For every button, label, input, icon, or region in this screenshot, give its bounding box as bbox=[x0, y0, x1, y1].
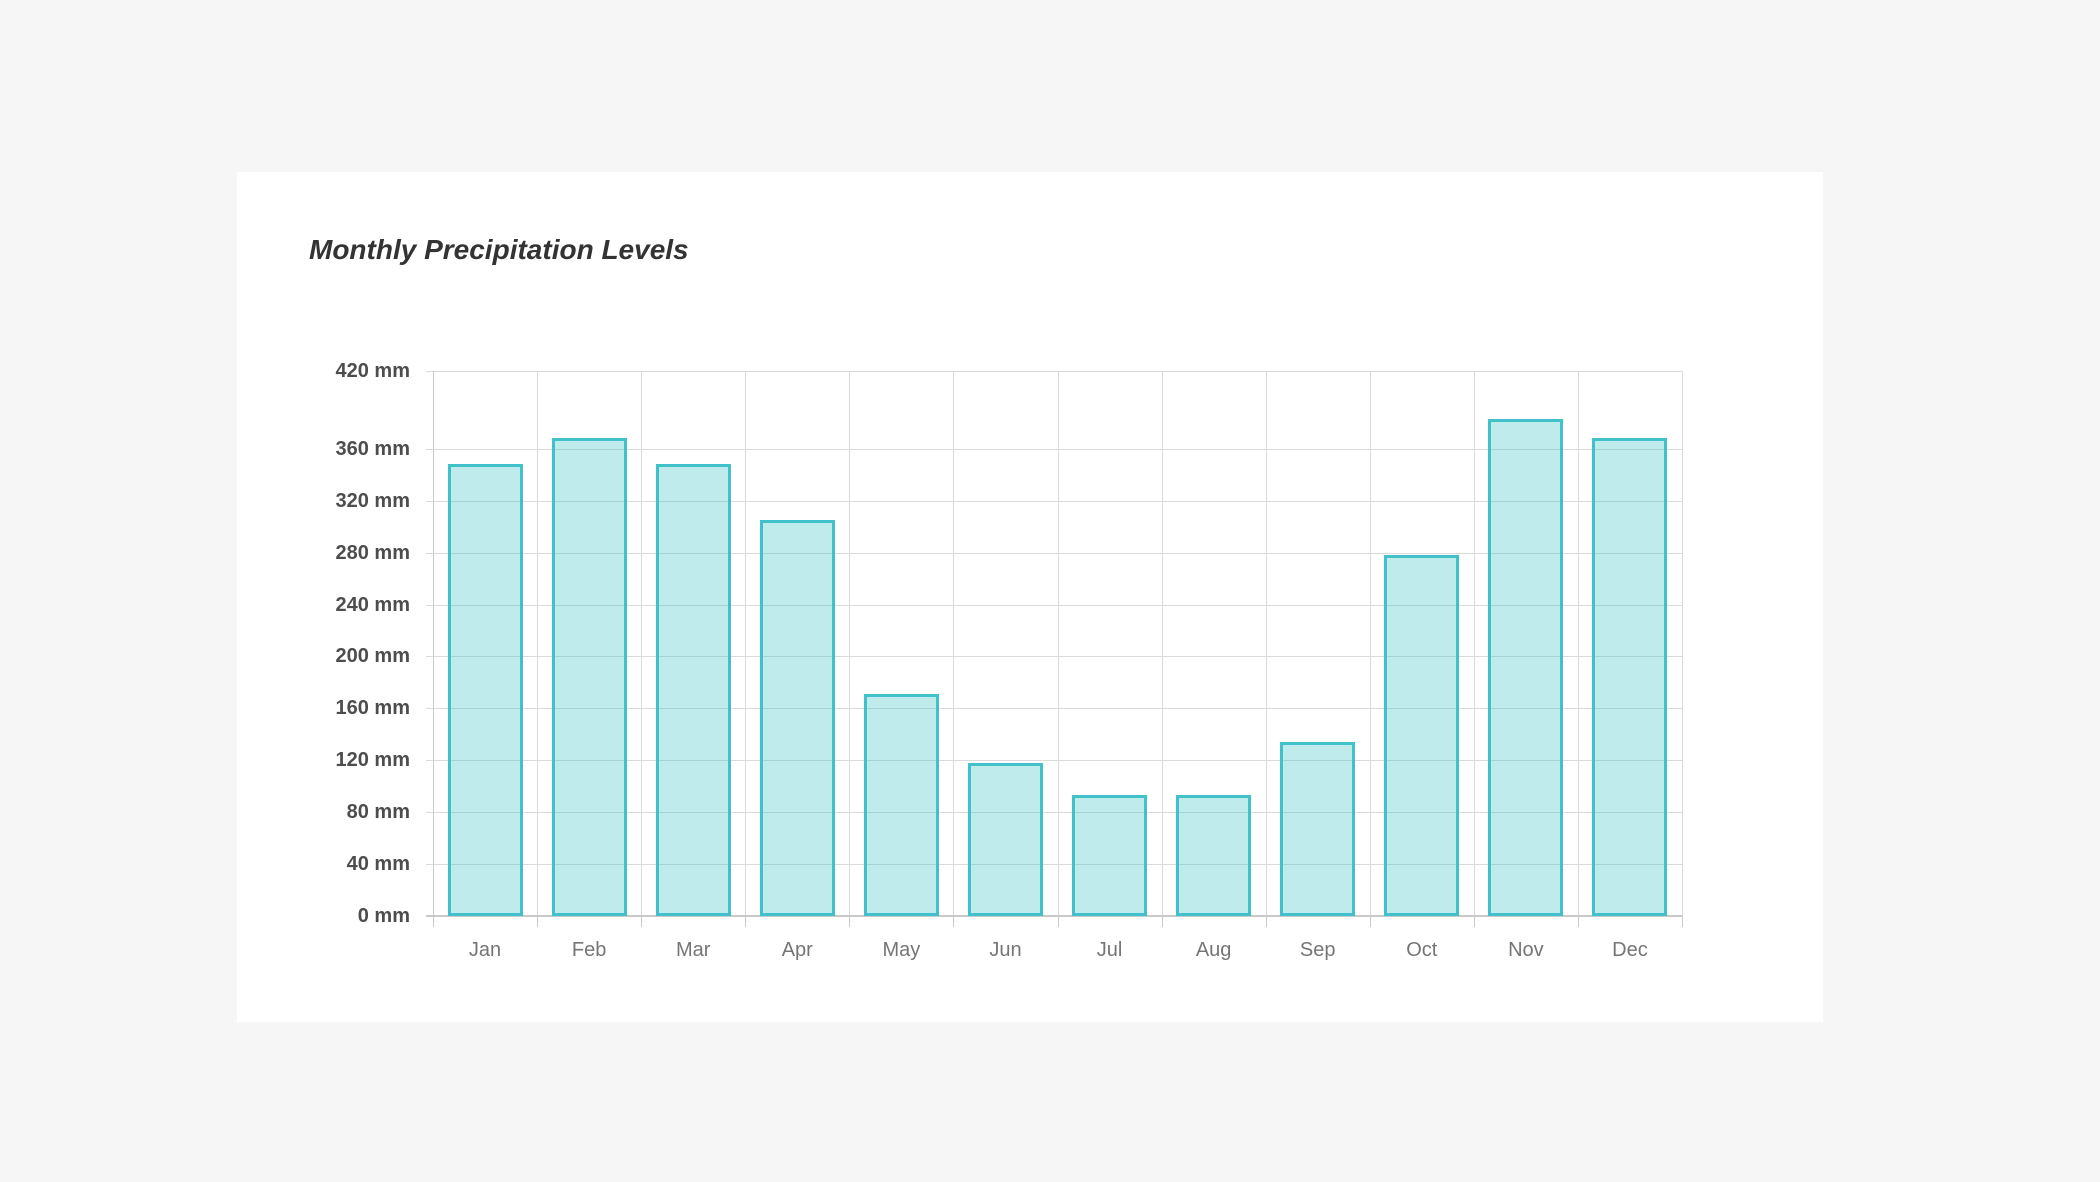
x-tick-label-oct: Oct bbox=[1406, 939, 1438, 961]
y-gridline bbox=[426, 500, 1682, 502]
x-gridline bbox=[1369, 371, 1371, 916]
x-tick-label-jan: Jan bbox=[468, 939, 502, 961]
y-gridline bbox=[426, 656, 1682, 658]
y-tick-label: 200 mm bbox=[335, 645, 411, 668]
bar-nov[interactable] bbox=[1488, 419, 1564, 916]
y-tick-label: 120 mm bbox=[335, 749, 411, 772]
x-gridline bbox=[1057, 371, 1059, 916]
x-axis-tick bbox=[1057, 916, 1059, 927]
y-gridline bbox=[426, 371, 1682, 372]
y-gridline bbox=[426, 448, 1682, 450]
x-axis-line bbox=[426, 915, 1682, 917]
x-tick-label-jul: Jul bbox=[1096, 939, 1123, 961]
x-axis-tick bbox=[1473, 916, 1475, 927]
x-gridline bbox=[1473, 371, 1475, 916]
y-tick-label: 0 mm bbox=[357, 905, 410, 927]
chart-card bbox=[237, 172, 1823, 1022]
y-tick-label: 40 mm bbox=[346, 853, 410, 876]
x-gridline bbox=[849, 371, 851, 916]
bar-mar[interactable] bbox=[655, 464, 731, 916]
x-gridline bbox=[953, 371, 955, 916]
x-axis-tick bbox=[849, 916, 851, 927]
x-tick-label-may: May bbox=[882, 939, 921, 961]
y-tick-label: 420 mm bbox=[335, 360, 411, 382]
x-gridline bbox=[1265, 371, 1267, 916]
y-tick-label: 320 mm bbox=[335, 489, 411, 512]
y-gridline bbox=[426, 864, 1682, 866]
x-gridline bbox=[537, 371, 539, 916]
y-tick-label: 80 mm bbox=[346, 801, 410, 824]
x-gridline bbox=[641, 371, 643, 916]
x-gridline bbox=[1682, 371, 1683, 916]
y-gridline bbox=[426, 760, 1682, 762]
x-axis-tick bbox=[1265, 916, 1267, 927]
x-axis-tick bbox=[1369, 916, 1371, 927]
x-axis-tick bbox=[1577, 916, 1579, 927]
bar-feb[interactable] bbox=[551, 438, 627, 916]
y-tick-label: 240 mm bbox=[335, 593, 411, 616]
bar-oct[interactable] bbox=[1384, 555, 1460, 916]
x-tick-label-dec: Dec bbox=[1612, 939, 1648, 961]
y-tick-label: 160 mm bbox=[335, 697, 411, 720]
x-axis-tick bbox=[537, 916, 539, 927]
x-gridline bbox=[745, 371, 747, 916]
x-axis-tick bbox=[745, 916, 747, 927]
x-axis-tick bbox=[953, 916, 955, 927]
bar-sep[interactable] bbox=[1280, 742, 1356, 916]
x-tick-label-apr: Apr bbox=[781, 939, 813, 961]
bar-may[interactable] bbox=[863, 694, 939, 916]
bar-jun[interactable] bbox=[967, 762, 1043, 916]
x-axis-tick bbox=[433, 916, 434, 927]
y-gridline bbox=[426, 708, 1682, 710]
y-gridline bbox=[426, 812, 1682, 814]
bar-jul[interactable] bbox=[1072, 795, 1148, 916]
y-gridline bbox=[426, 552, 1682, 554]
x-tick-label-sep: Sep bbox=[1299, 939, 1336, 961]
x-tick-label-jun: Jun bbox=[989, 939, 1022, 961]
y-axis-line bbox=[433, 371, 434, 916]
bar-apr[interactable] bbox=[759, 520, 835, 916]
x-tick-label-feb: Feb bbox=[571, 939, 607, 961]
y-tick-label: 280 mm bbox=[335, 541, 411, 564]
y-tick-label: 360 mm bbox=[335, 437, 411, 460]
x-tick-label-aug: Aug bbox=[1195, 939, 1232, 961]
chart-title: Monthly Precipitation Levels bbox=[309, 234, 689, 265]
x-axis-tick bbox=[641, 916, 643, 927]
x-gridline bbox=[1161, 371, 1163, 916]
y-gridline bbox=[426, 604, 1682, 606]
x-axis-tick bbox=[1161, 916, 1163, 927]
bar-jan[interactable] bbox=[447, 464, 523, 916]
bar-dec[interactable] bbox=[1592, 438, 1668, 916]
bar-aug[interactable] bbox=[1176, 795, 1252, 916]
x-axis-tick bbox=[1682, 916, 1683, 927]
x-tick-label-nov: Nov bbox=[1508, 939, 1544, 961]
x-gridline bbox=[1577, 371, 1579, 916]
x-tick-label-mar: Mar bbox=[675, 939, 711, 961]
